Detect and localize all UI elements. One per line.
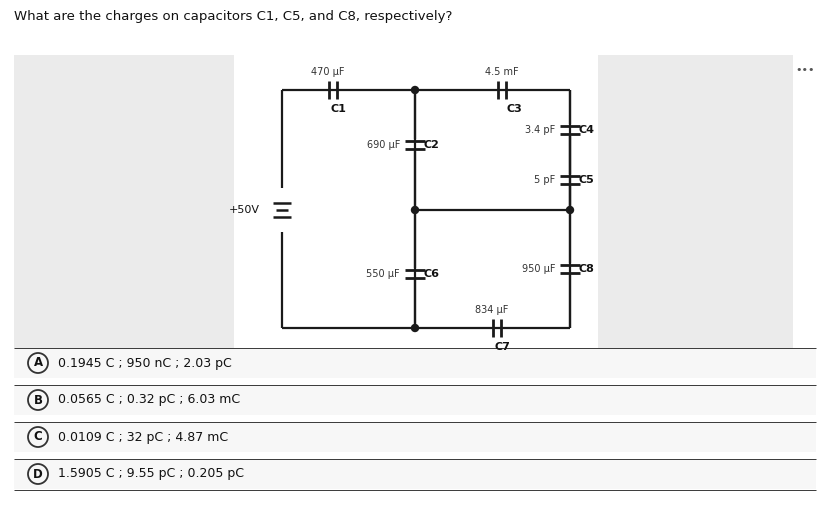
- FancyBboxPatch shape: [14, 348, 816, 378]
- Text: +50V: +50V: [229, 205, 260, 215]
- Text: •••: •••: [795, 65, 815, 75]
- Text: C2: C2: [423, 140, 439, 150]
- Text: B: B: [33, 394, 42, 407]
- FancyBboxPatch shape: [14, 55, 234, 350]
- Circle shape: [412, 87, 418, 93]
- Text: 5 pF: 5 pF: [534, 175, 555, 185]
- Text: 834 μF: 834 μF: [476, 305, 509, 315]
- Text: D: D: [33, 468, 43, 480]
- Text: C: C: [34, 431, 42, 444]
- Text: 0.1945 C ; 950 nC ; 2.03 pC: 0.1945 C ; 950 nC ; 2.03 pC: [58, 357, 232, 370]
- Circle shape: [412, 325, 418, 331]
- Text: C5: C5: [578, 175, 593, 185]
- Text: C4: C4: [578, 125, 594, 135]
- FancyBboxPatch shape: [14, 422, 816, 452]
- Text: 0.0109 C ; 32 pC ; 4.87 mC: 0.0109 C ; 32 pC ; 4.87 mC: [58, 431, 228, 444]
- Text: 470 μF: 470 μF: [311, 67, 344, 77]
- Text: C3: C3: [506, 104, 522, 114]
- FancyBboxPatch shape: [14, 459, 816, 489]
- Text: C6: C6: [423, 269, 439, 279]
- Text: 0.0565 C ; 0.32 pC ; 6.03 mC: 0.0565 C ; 0.32 pC ; 6.03 mC: [58, 394, 240, 407]
- Text: 3.4 pF: 3.4 pF: [525, 125, 555, 135]
- FancyBboxPatch shape: [598, 55, 793, 350]
- Text: 690 μF: 690 μF: [367, 140, 400, 150]
- Text: 1.5905 C ; 9.55 pC ; 0.205 pC: 1.5905 C ; 9.55 pC ; 0.205 pC: [58, 468, 244, 480]
- Text: 950 μF: 950 μF: [521, 264, 555, 274]
- FancyBboxPatch shape: [14, 385, 816, 415]
- Text: C8: C8: [578, 264, 594, 274]
- Circle shape: [567, 207, 574, 213]
- Circle shape: [412, 207, 418, 213]
- Text: What are the charges on capacitors C1, C5, and C8, respectively?: What are the charges on capacitors C1, C…: [14, 10, 452, 23]
- Text: A: A: [33, 357, 42, 370]
- Text: 550 μF: 550 μF: [366, 269, 400, 279]
- Text: 4.5 mF: 4.5 mF: [486, 67, 519, 77]
- Text: C1: C1: [330, 104, 346, 114]
- Text: C7: C7: [494, 342, 510, 352]
